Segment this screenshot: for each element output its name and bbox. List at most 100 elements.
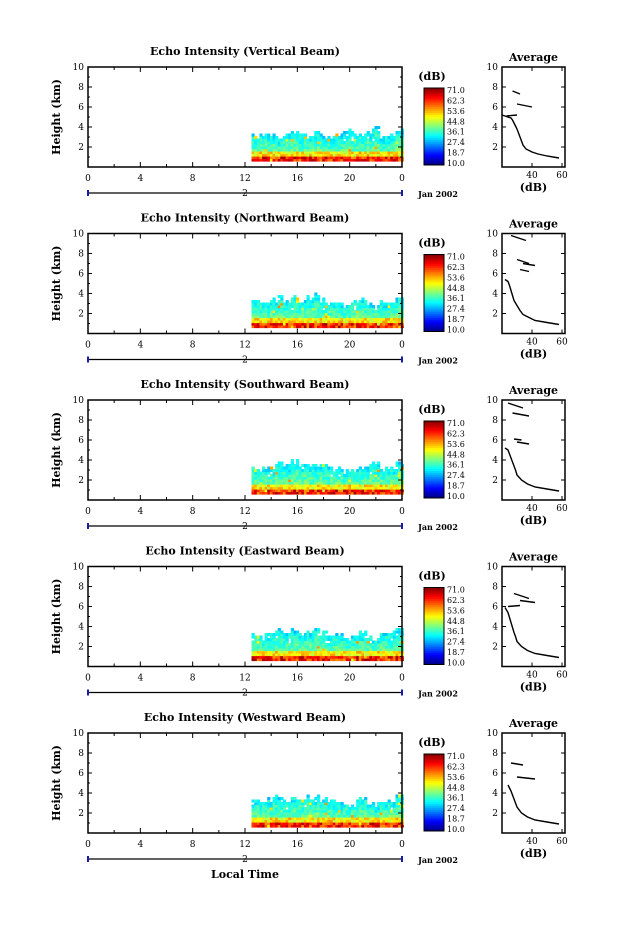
heatmap-cell — [332, 807, 336, 811]
heatmap-cell — [345, 484, 349, 488]
panel-1: Echo Intensity (Northward Beam)Height (k… — [50, 212, 568, 366]
heatmap-cell — [343, 476, 347, 480]
heatmap-cell — [340, 148, 344, 152]
profile-spike — [519, 268, 530, 273]
heatmap-cell — [251, 640, 255, 644]
heatmap-cell — [309, 655, 313, 659]
heatmap-cell — [311, 658, 315, 662]
heatmap-cell — [288, 156, 292, 160]
heatmap-cell — [379, 474, 383, 478]
heatmap-cell — [364, 650, 368, 654]
heatmap-cell — [256, 476, 260, 480]
heatmap-cell — [306, 484, 310, 488]
heatmap-cell — [282, 307, 287, 311]
heatmap-cell — [398, 809, 402, 813]
heatmap-cell — [290, 812, 294, 816]
heatmap-cell — [348, 645, 352, 649]
heatmap-cell — [366, 317, 370, 321]
heatmap-cell — [353, 312, 357, 316]
heatmap-cell — [303, 489, 308, 493]
heatmap-cell — [348, 322, 352, 326]
heatmap-cell — [392, 474, 396, 478]
heatmap-cell — [335, 320, 339, 324]
heatmap-cell — [256, 655, 260, 659]
heatmap-cell — [298, 491, 302, 495]
heatmap-cell — [374, 320, 378, 324]
heatmap-cell — [285, 814, 289, 818]
heatmap-cell — [377, 131, 381, 135]
profile-line — [504, 607, 560, 659]
heatmap-cell — [282, 481, 287, 485]
heatmap-cell — [366, 484, 370, 488]
heatmap-cell — [309, 635, 313, 639]
heatmap-cell — [280, 325, 284, 329]
heatmap-cell — [379, 476, 383, 480]
heatmap-cell — [332, 812, 336, 816]
heatmap-cell — [353, 476, 357, 480]
heatmap-cell — [282, 822, 287, 826]
heatmap-cell — [387, 658, 391, 662]
heatmap-cell — [306, 464, 310, 468]
colorbar-band — [424, 105, 444, 108]
heatmap-cell — [351, 635, 355, 639]
heatmap-cell — [377, 807, 381, 811]
heatmap-cell — [254, 151, 258, 155]
heatmap-cell — [280, 648, 284, 652]
heatmap-cell — [390, 153, 394, 157]
heatmap-cell — [290, 491, 294, 495]
heatmap-cell — [395, 794, 399, 798]
heatmap-cell — [309, 466, 313, 470]
heatmap-cell — [356, 643, 360, 647]
heatmap-cell — [319, 653, 323, 657]
heatmap-cell — [288, 469, 292, 473]
heatmap-cell — [280, 310, 284, 314]
profile-x-tick-label: 40 — [526, 171, 538, 181]
heatmap-cell — [319, 302, 323, 306]
heatmap-cell — [345, 138, 349, 142]
heatmap-cell — [267, 824, 271, 828]
heatmap-cell — [343, 315, 347, 319]
y-axis-label: Height (km) — [50, 79, 63, 155]
heatmap-cell — [259, 650, 263, 654]
y-tick-label: 10 — [73, 396, 85, 406]
heatmap-cell — [264, 804, 268, 808]
profile-spike — [513, 592, 530, 600]
heatmap-cell — [314, 466, 318, 470]
heatmap-cell — [379, 484, 383, 488]
heatmap-cell — [269, 300, 274, 304]
heatmap-cell — [277, 479, 281, 483]
heatmap-cell — [358, 802, 362, 806]
heatmap-cell — [290, 479, 294, 483]
heatmap-cell — [301, 141, 305, 145]
heatmap-cell — [345, 653, 349, 657]
heatmap-cell — [361, 817, 365, 821]
heatmap-cell — [387, 315, 391, 319]
heatmap-cell — [280, 797, 284, 801]
colorbar-band — [424, 755, 444, 759]
heatmap-cell — [377, 638, 381, 642]
heatmap-cell — [322, 481, 326, 485]
heatmap-cell — [395, 300, 399, 304]
heatmap-cell — [309, 804, 313, 808]
heatmap-cell — [371, 645, 376, 649]
heatmap-cell — [280, 633, 284, 637]
heatmap-cell — [377, 484, 381, 488]
heatmap-cell — [369, 812, 373, 816]
heatmap-cell — [358, 638, 362, 642]
heatmap-cell — [272, 804, 276, 808]
heatmap-cell — [337, 136, 342, 140]
heatmap-cell — [303, 153, 308, 157]
heatmap-cell — [324, 802, 328, 806]
heatmap-cell — [275, 320, 279, 324]
heatmap-cell — [288, 133, 292, 137]
heatmap-cell — [340, 469, 344, 473]
heatmap-cell — [348, 640, 352, 644]
heatmap-cell — [317, 320, 321, 324]
heatmap-cell — [251, 151, 255, 155]
heatmap-cell — [280, 146, 284, 150]
heatmap-cell — [269, 481, 274, 485]
heatmap-cell — [361, 307, 365, 311]
heatmap-cell — [390, 469, 394, 473]
heatmap-cell — [303, 317, 308, 321]
heatmap-cell — [353, 133, 357, 137]
